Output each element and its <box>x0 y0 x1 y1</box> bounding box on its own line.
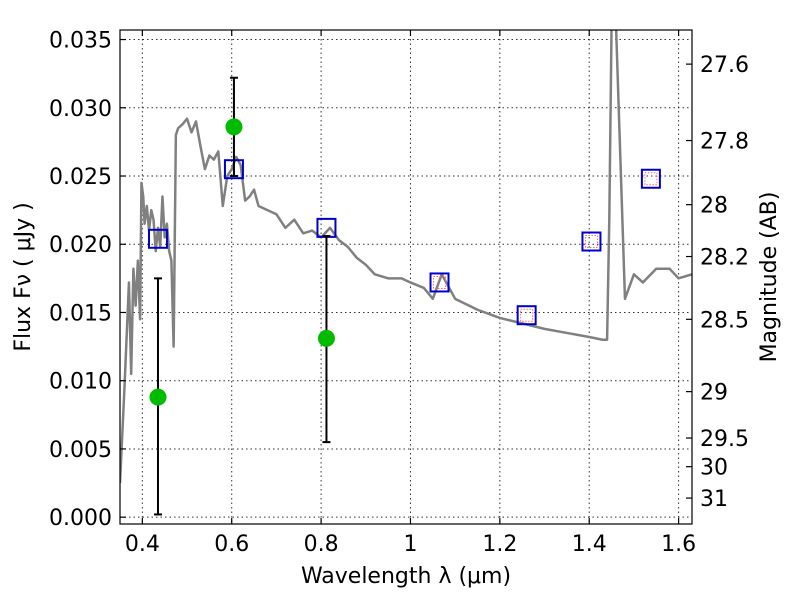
right-y-axis-label: Magnitude (AB) <box>757 192 782 363</box>
y-tick-label: 0.000 <box>49 506 112 531</box>
right-y-tick-label: 27.8 <box>700 130 749 155</box>
right-y-tick-label: 28.5 <box>700 308 749 333</box>
y-tick-label: 0.030 <box>49 97 112 122</box>
right-y-tick-label: 29.5 <box>700 427 749 452</box>
inner-dotted-square <box>433 275 447 289</box>
x-tick-label: 0.4 <box>125 532 160 557</box>
x-tick-label: 1.6 <box>661 532 696 557</box>
right-y-tick-label: 28.2 <box>700 246 749 271</box>
inner-dotted-square <box>520 308 534 322</box>
tick-layer: 0.4 0.6 0.8 1 1.2 1.4 1.6 0.000 0.005 0.010 0.015 0… <box>49 29 749 557</box>
y-tick-label: 0.010 <box>49 370 112 395</box>
y-axis-label: Flux Fν ( μJy ) <box>11 202 36 351</box>
grid-layer <box>120 30 692 524</box>
model-photometry-square <box>581 231 602 252</box>
model-photometry-square <box>640 168 661 189</box>
x-tick-label: 1.4 <box>572 532 607 557</box>
inner-dotted-square <box>644 172 658 186</box>
model-photometry-square <box>516 305 537 326</box>
right-y-tick-label: 27.6 <box>700 53 749 78</box>
y-tick-label: 0.025 <box>49 165 112 190</box>
observed-data-point <box>149 388 167 406</box>
right-y-tick-label: 31 <box>700 487 728 512</box>
y-tick-label: 0.020 <box>49 233 112 258</box>
axis-layer <box>119 29 693 525</box>
plot-frame <box>119 29 693 525</box>
x-tick-label: 1 <box>403 532 417 557</box>
model-spectrum-line <box>120 30 692 484</box>
model-photometry-square <box>316 217 337 238</box>
observed-data-point <box>317 329 335 347</box>
inner-dotted-square <box>584 235 598 249</box>
y-tick-label: 0.005 <box>49 438 112 463</box>
data-layer <box>120 30 692 516</box>
right-y-tick-label: 28 <box>700 194 728 219</box>
x-tick-label: 0.6 <box>214 532 249 557</box>
x-axis-label: Wavelength λ (μm) <box>301 564 511 589</box>
x-tick-label: 0.8 <box>304 532 339 557</box>
y-tick-label: 0.015 <box>49 301 112 326</box>
observed-data-point <box>225 118 243 136</box>
right-y-tick-label: 29 <box>700 381 728 406</box>
model-photometry-square <box>429 272 450 293</box>
y-tick-label: 0.035 <box>49 29 112 54</box>
right-y-tick-label: 30 <box>700 456 728 481</box>
x-tick-label: 1.2 <box>482 532 517 557</box>
model-photometry-square <box>147 228 168 249</box>
